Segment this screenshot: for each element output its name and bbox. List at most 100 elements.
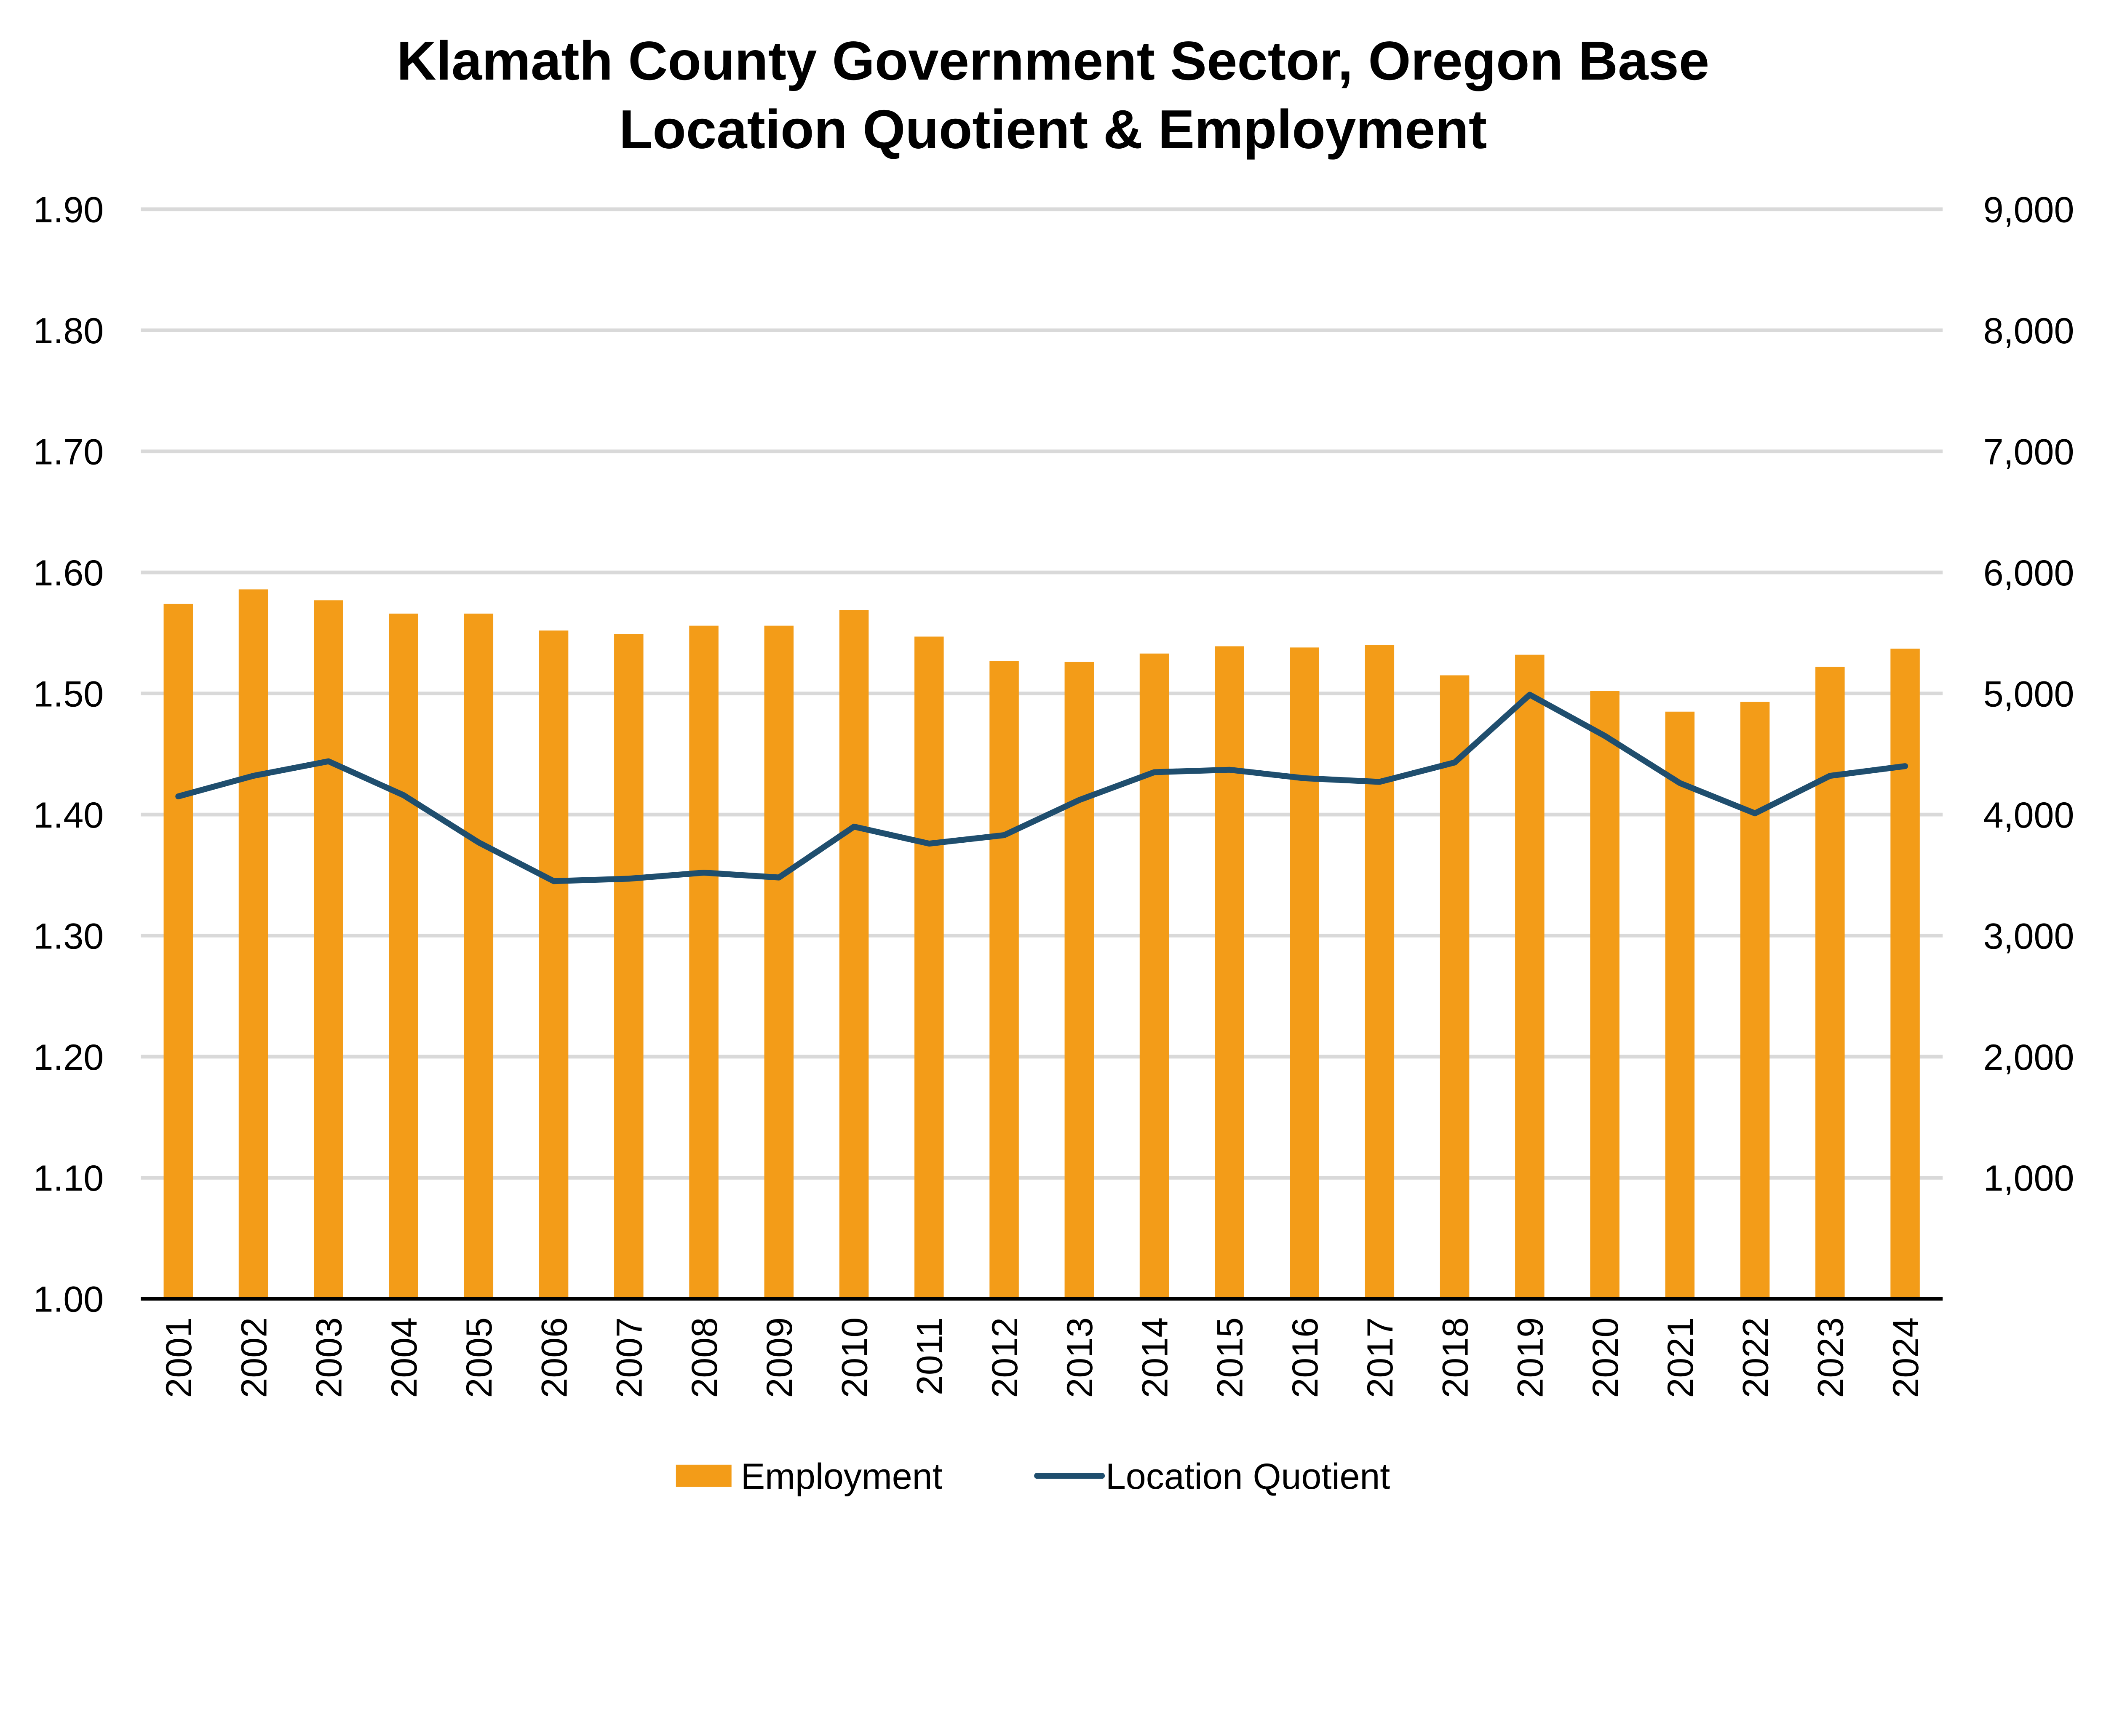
right-axis-tick-label: 3,000 <box>1983 916 2074 956</box>
employment-bar <box>989 661 1019 1299</box>
x-axis-tick-label: 2010 <box>834 1317 875 1398</box>
employment-bar <box>1740 702 1770 1299</box>
location-quotient-point <box>478 842 479 843</box>
location-quotient-point <box>1154 772 1155 773</box>
location-quotient-point <box>1529 694 1530 695</box>
x-axis-tick-label: 2001 <box>159 1317 199 1398</box>
location-quotient-point <box>253 775 254 776</box>
x-axis-tick-label: 2016 <box>1285 1317 1326 1398</box>
x-axis-tick-label: 2015 <box>1210 1317 1251 1398</box>
location-quotient-point <box>1754 813 1756 814</box>
left-axis-tick-label: 1.50 <box>33 674 104 714</box>
employment-bar <box>238 589 268 1299</box>
location-quotient-point <box>403 795 404 796</box>
left-axis-tick-label: 1.70 <box>33 432 104 473</box>
x-axis-tick-label: 2011 <box>910 1317 950 1395</box>
x-axis-tick-label: 2003 <box>309 1317 350 1398</box>
employment-bar <box>764 625 794 1299</box>
left-axis-tick-label: 1.10 <box>33 1158 104 1199</box>
right-axis-tick-label: 5,000 <box>1983 674 2074 714</box>
location-quotient-point <box>1379 781 1380 783</box>
employment-bar <box>1215 646 1244 1299</box>
employment-bar <box>1440 675 1470 1299</box>
left-axis-tick-label: 1.40 <box>33 795 104 836</box>
employment-bar <box>1365 645 1395 1299</box>
x-axis-tick-label: 2002 <box>234 1317 274 1398</box>
left-axis-tick-label: 1.60 <box>33 553 104 593</box>
location-quotient-point <box>1454 762 1455 763</box>
location-quotient-point <box>1229 769 1230 770</box>
x-axis-tick-label: 2024 <box>1886 1317 1926 1398</box>
legend: Employment Location Quotient <box>676 1456 1390 1497</box>
x-axis-tick-label: 2004 <box>384 1317 425 1398</box>
employment-bar <box>1064 662 1094 1299</box>
left-axis-tick-label: 1.80 <box>33 311 104 351</box>
left-axis-tick-label: 1.90 <box>33 190 104 230</box>
x-axis-tick-label: 2023 <box>1811 1317 1851 1398</box>
employment-bar <box>1665 711 1695 1299</box>
employment-bar <box>614 634 644 1299</box>
location-quotient-point <box>778 877 780 878</box>
location-quotient-point <box>1079 799 1080 801</box>
right-axis-tick-label: 2,000 <box>1983 1037 2074 1078</box>
left-axis-tick-label: 1.20 <box>33 1037 104 1078</box>
employment-bar <box>1890 649 1920 1299</box>
location-quotient-point <box>928 843 930 844</box>
location-quotient-point <box>1905 766 1906 767</box>
employment-bar <box>389 613 418 1299</box>
employment-bar <box>464 613 494 1299</box>
employment-bar <box>839 610 869 1299</box>
right-axis-tick-label: 8,000 <box>1983 311 2074 351</box>
x-axis-tick-label: 2005 <box>459 1317 500 1398</box>
location-quotient-point <box>1604 735 1605 737</box>
location-quotient-point <box>1004 835 1005 836</box>
employment-bar <box>163 604 193 1299</box>
x-axis-tick-label: 2022 <box>1735 1317 1776 1398</box>
employment-bars <box>163 589 1920 1299</box>
legend-swatch-employment <box>676 1464 732 1487</box>
employment-bar <box>1815 667 1845 1299</box>
location-quotient-point <box>703 872 704 873</box>
x-axis-tick-label: 2009 <box>759 1317 800 1398</box>
x-axis-tick-label: 2013 <box>1060 1317 1100 1398</box>
x-axis-tick-label: 2019 <box>1510 1317 1551 1398</box>
x-axis-tick-label: 2020 <box>1585 1317 1626 1398</box>
x-axis-tick-label: 2017 <box>1360 1317 1400 1398</box>
left-axis-tick-label: 1.30 <box>33 916 104 956</box>
x-axis-tick-label: 2018 <box>1435 1317 1475 1398</box>
location-quotient-point <box>853 826 855 827</box>
location-quotient-point <box>1304 777 1305 779</box>
legend-label-employment: Employment <box>741 1456 943 1497</box>
x-axis-tick-label: 2012 <box>985 1317 1025 1398</box>
gridlines <box>141 207 1943 1180</box>
employment-bar <box>1290 647 1319 1299</box>
location-quotient-point <box>178 796 179 797</box>
x-axis-tick-label: 2006 <box>534 1317 575 1398</box>
right-axis-tick-label: 4,000 <box>1983 795 2074 836</box>
location-quotient-point <box>1829 775 1831 776</box>
location-quotient-series-line <box>175 692 1908 884</box>
employment-bar <box>539 630 569 1299</box>
x-axis-tick-label: 2007 <box>609 1317 650 1398</box>
legend-label-location-quotient: Location Quotient <box>1106 1456 1390 1497</box>
employment-bar <box>314 600 343 1299</box>
right-axis-tick-label: 6,000 <box>1983 553 2074 593</box>
location-quotient-line <box>175 692 1908 884</box>
right-axis-tick-label: 7,000 <box>1983 432 2074 473</box>
right-axis-tick-label: 9,000 <box>1983 190 2074 230</box>
left-axis-tick-label: 1.00 <box>33 1279 104 1320</box>
employment-bar <box>914 636 944 1299</box>
axes: 1.00 1.10 1,000 1.20 2,000 1.30 3,000 1.40 4,000… <box>33 190 2074 1398</box>
employment-bar <box>689 625 719 1299</box>
right-axis-tick-label: 1,000 <box>1983 1158 2074 1199</box>
employment-bar <box>1139 653 1169 1299</box>
x-axis-tick-label: 2014 <box>1135 1317 1175 1398</box>
chart-title-line-1: Klamath County Government Sector, Oregon… <box>397 30 1709 91</box>
location-quotient-point <box>328 761 329 762</box>
x-axis-tick-label: 2008 <box>684 1317 725 1398</box>
employment-bar <box>1515 654 1545 1299</box>
employment-bar <box>1590 691 1620 1299</box>
x-axis-tick-label: 2021 <box>1660 1317 1701 1398</box>
chart: Klamath County Government Sector, Oregon… <box>33 30 2074 1497</box>
chart-title-line-2: Location Quotient & Employment <box>619 99 1487 160</box>
